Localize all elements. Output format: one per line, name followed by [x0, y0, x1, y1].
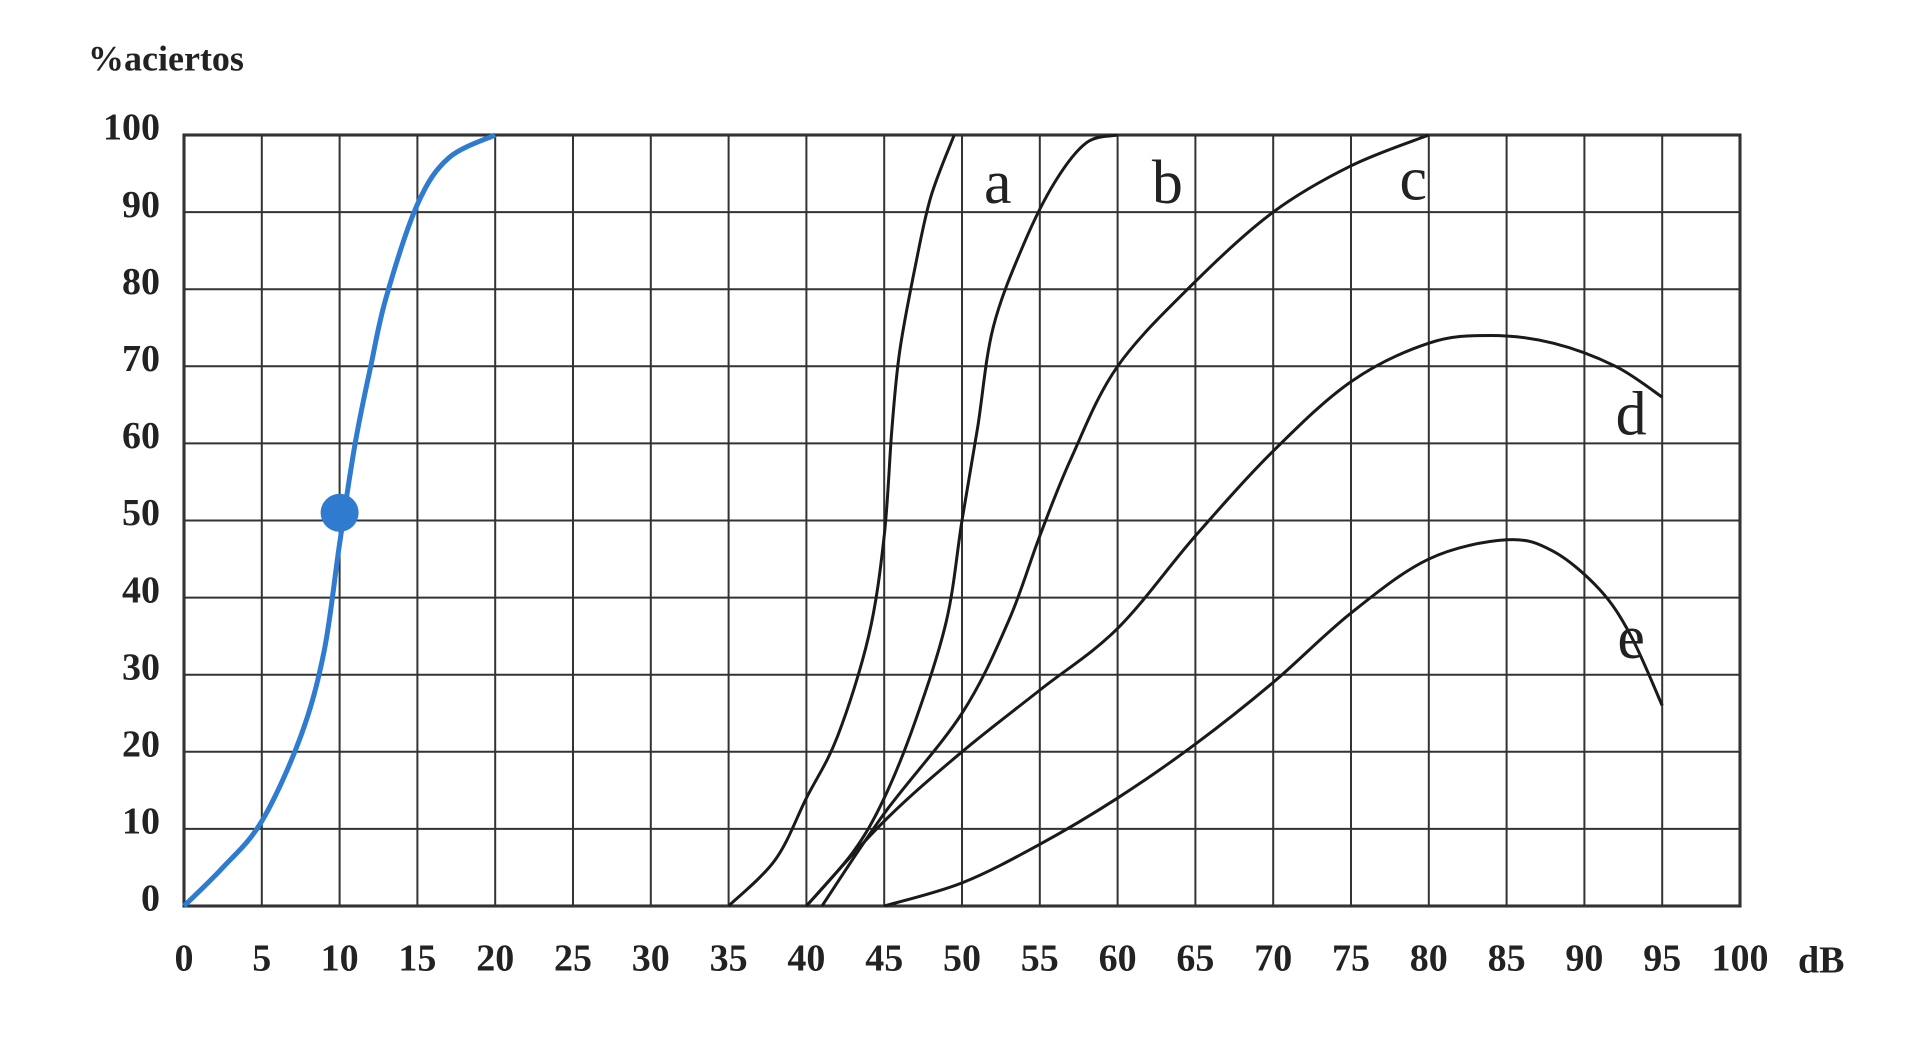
y-tick-label: 100: [103, 107, 160, 149]
curve: [883, 538, 1664, 908]
curve-label: c: [1399, 145, 1427, 213]
x-tick-label: 100: [1712, 938, 1769, 980]
x-tick-label: 90: [1565, 938, 1603, 980]
curve-label: a: [984, 149, 1012, 217]
y-tick-label: 60: [122, 415, 160, 457]
y-tick-label: 70: [122, 338, 160, 380]
y-tick-label: 40: [122, 569, 160, 611]
x-tick-label: 0: [175, 938, 194, 980]
x-tick-label: 20: [476, 938, 514, 980]
x-tick-label: 5: [252, 938, 271, 980]
y-tick-label: 50: [122, 492, 160, 534]
curve-label: d: [1616, 381, 1647, 449]
curve-label: e: [1617, 604, 1645, 672]
x-tick-label: 30: [632, 938, 670, 980]
x-tick-label: 65: [1176, 938, 1214, 980]
x-tick-label: 85: [1488, 938, 1526, 980]
x-tick-label: 50: [943, 938, 981, 980]
x-tick-label: 35: [710, 938, 748, 980]
x-tick-label: 25: [554, 938, 592, 980]
x-tick-label: 45: [865, 938, 903, 980]
curve: [727, 134, 956, 908]
x-tick-label: 70: [1254, 938, 1292, 980]
x-tick-label: 75: [1332, 938, 1370, 980]
x-tick-label: 95: [1643, 938, 1681, 980]
curve: [805, 333, 1664, 908]
y-tick-label: 0: [141, 878, 160, 920]
curve: [820, 133, 1430, 907]
y-tick-label: 30: [122, 646, 160, 688]
x-tick-label: 40: [787, 938, 825, 980]
curve-label: b: [1152, 149, 1183, 217]
x-tick-label: 10: [321, 938, 359, 980]
curve: [805, 133, 1118, 907]
x-tick-label: 80: [1410, 938, 1448, 980]
y-tick-label: 10: [122, 801, 160, 843]
x-axis-title: dB: [1798, 940, 1844, 982]
y-tick-label: 20: [122, 724, 160, 766]
x-tick-label: 60: [1099, 938, 1137, 980]
y-tick-label: 80: [122, 261, 160, 303]
y-axis-title: %aciertos: [88, 38, 244, 78]
highlight-point: [320, 493, 359, 532]
x-tick-label: 55: [1021, 938, 1059, 980]
x-tick-label: 15: [398, 938, 436, 980]
y-tick-label: 90: [122, 184, 160, 226]
